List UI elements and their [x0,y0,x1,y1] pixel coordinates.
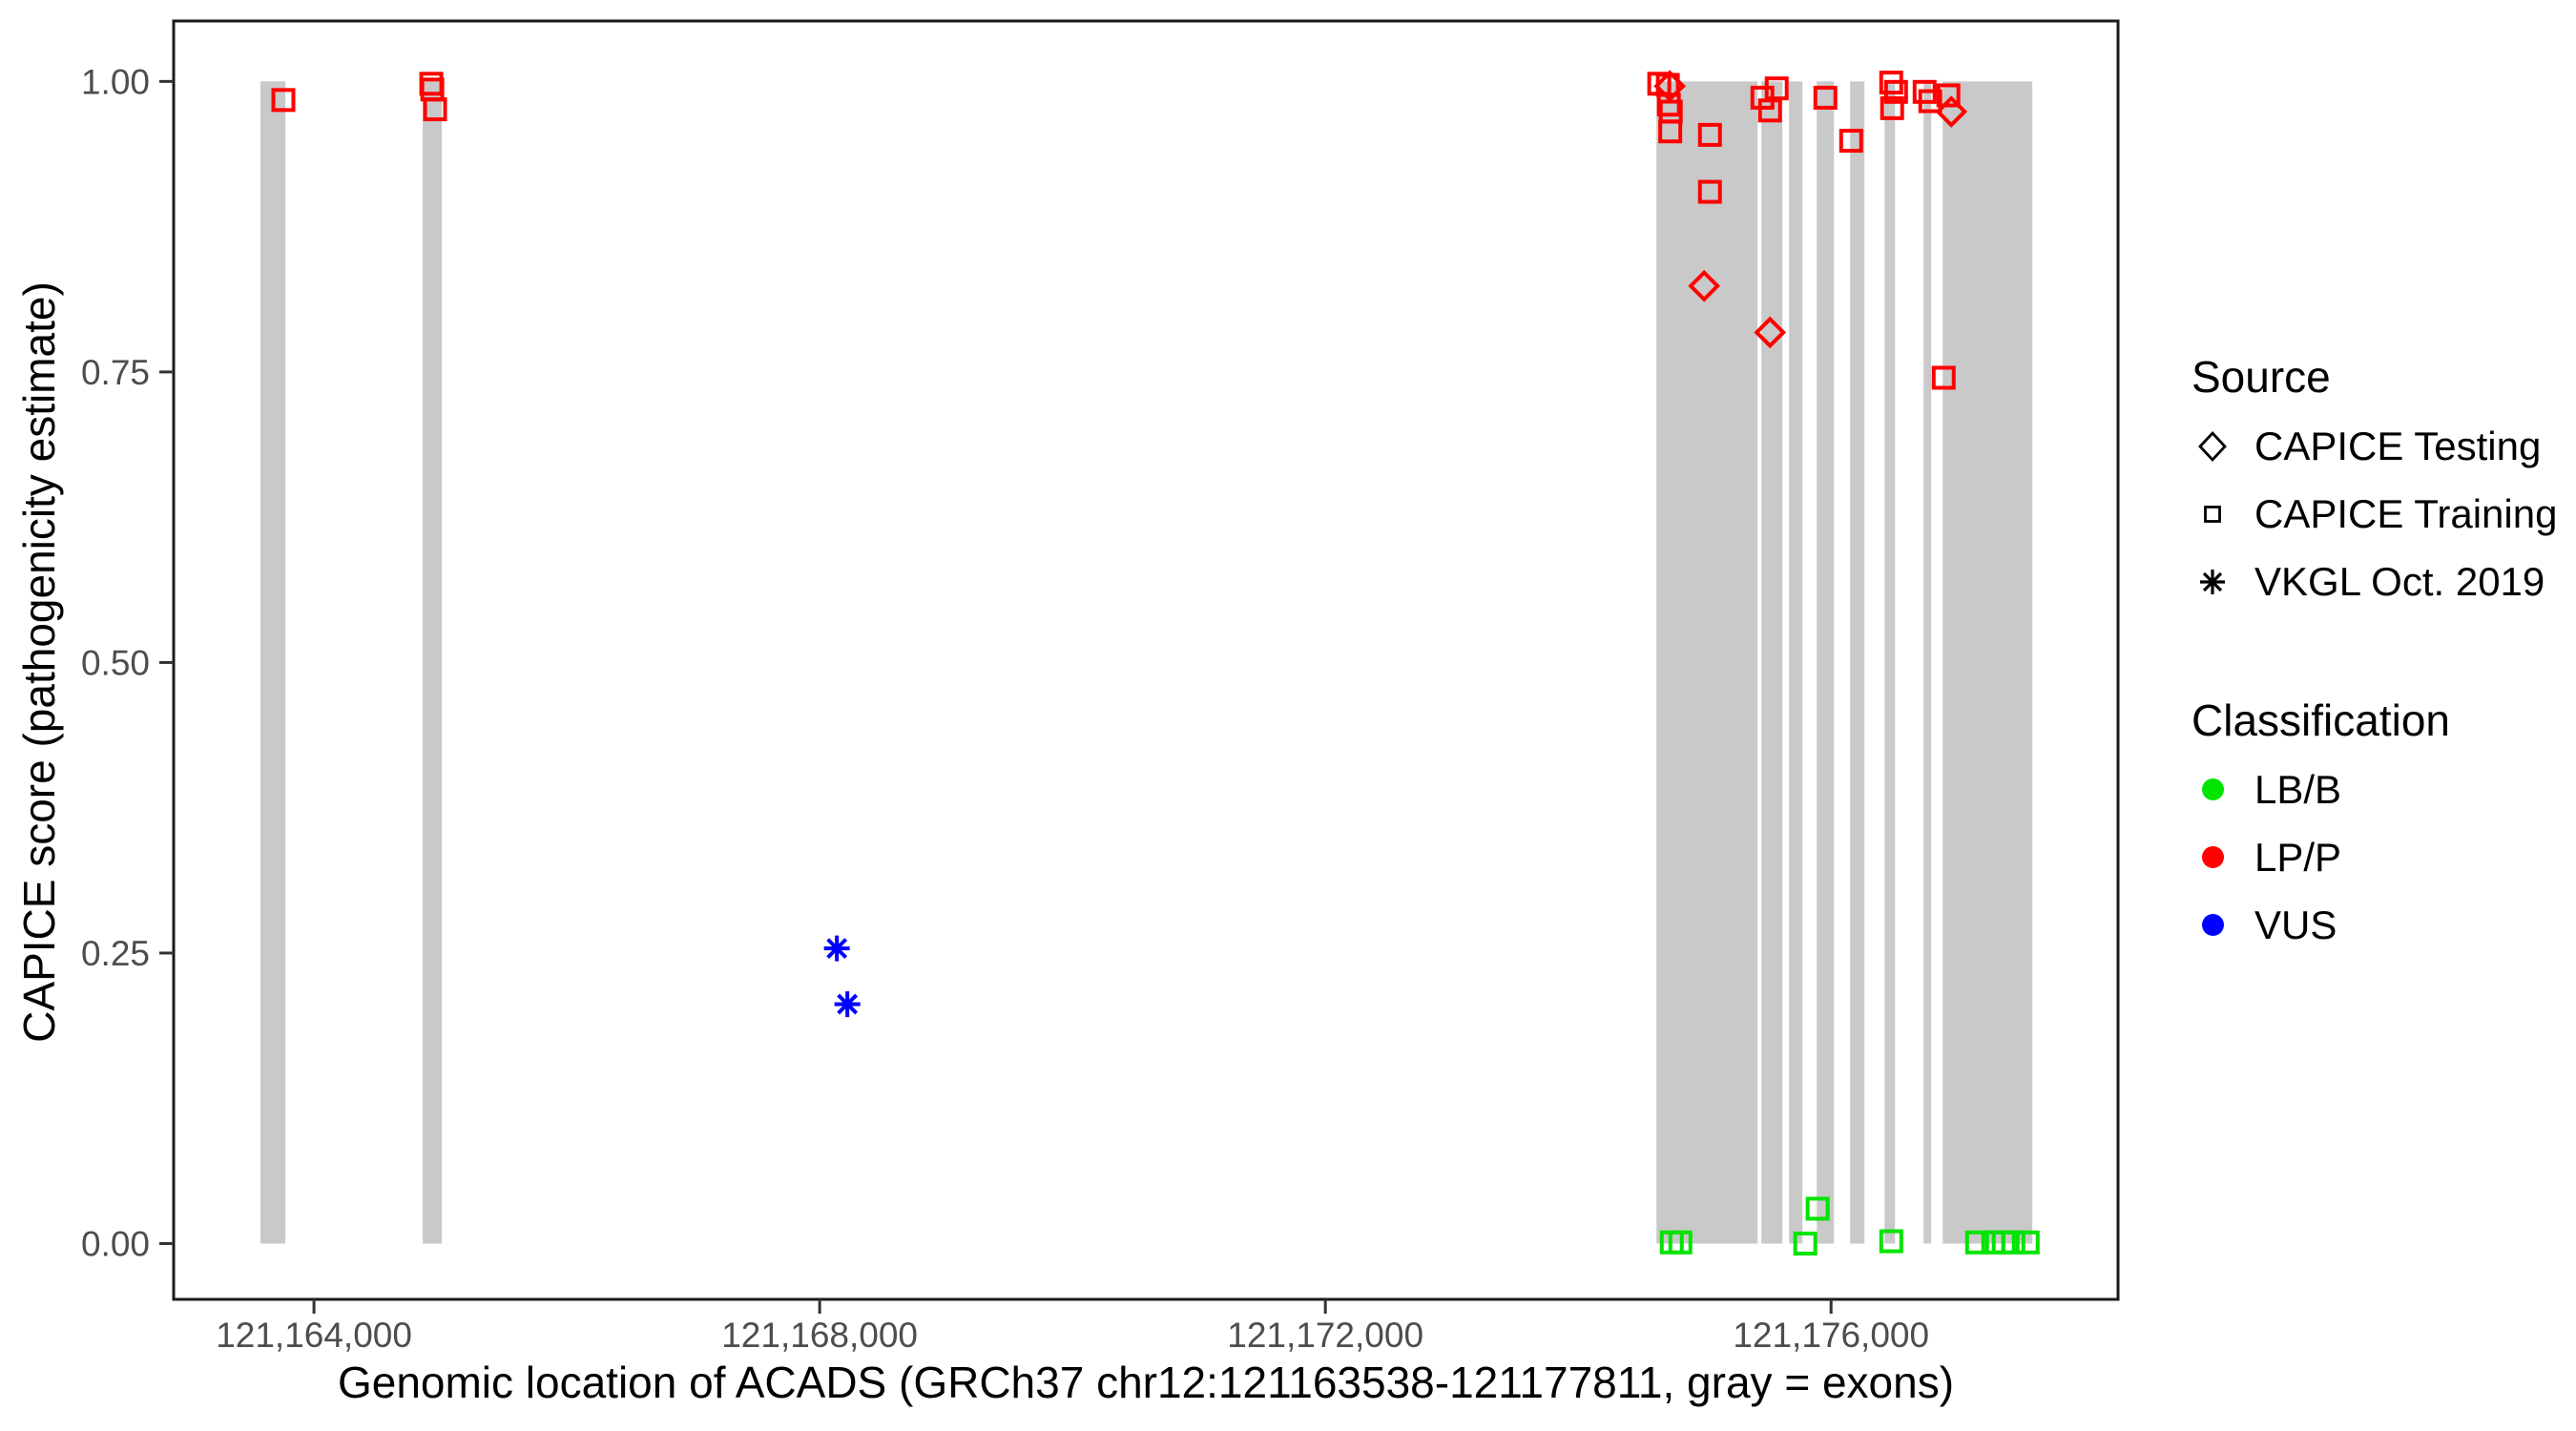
point-square-lpp [1931,365,1956,390]
source-legend-label-capice-training: CAPICE Training [2254,490,2558,536]
classification-legend-item-vus: VUS [2192,891,2450,959]
exon-bar [260,81,286,1244]
point-square-lpp [1757,98,1782,123]
x-axis-tick-label: 121,164,000 [216,1316,412,1355]
point-square-lpp [1764,76,1789,101]
x-axis-tick-label: 121,176,000 [1733,1316,1929,1355]
classification-legend-items: LB/B LP/P VUS [2192,756,2450,959]
exon-bar [1923,81,1932,1244]
y-axis-tick-label: 0.75 [81,353,150,392]
exon-bar [1942,81,2033,1244]
classification-legend-title: Classification [2192,695,2450,745]
point-square-lpp [271,88,296,113]
point-diamond-lpp [1754,316,1787,349]
classification-legend-label-lpp: LP/P [2254,834,2342,880]
exon-bar [423,81,443,1244]
point-square-lpp [1697,122,1722,147]
point-square-lpp [1658,119,1683,144]
y-axis-title: CAPICE score (pathogenicity estimate) [14,281,64,1043]
point-square-lbb [1668,1230,1693,1255]
point-asterisk-vus [834,991,861,1018]
point-square-lbb [2001,1230,2025,1255]
point-square-lbb [1805,1196,1830,1221]
point-square-lpp [1880,95,1904,120]
source-legend-title: Source [2192,352,2331,402]
source-legend-label-vkgl: VKGL Oct. 2019 [2254,558,2545,604]
y-axis-tick-label: 0.50 [81,643,150,682]
point-square-lpp [1936,83,1961,108]
point-square-lpp [1813,85,1838,110]
classification-legend-label-vus: VUS [2254,902,2337,947]
blue-dot-icon [2192,904,2233,946]
plot-border [172,19,2120,1301]
point-square-lbb [1879,1229,1903,1254]
diamond-icon [2192,425,2233,467]
classification-legend-item-lbb: LB/B [2192,756,2450,823]
point-square-lpp [1839,128,1863,153]
classification-legend: Classification LB/B LP/P VUS [2192,695,2450,959]
exon-bar [1656,81,1758,1244]
point-square-lbb [2015,1230,2040,1255]
point-square-lpp [1697,179,1722,204]
point-square-lpp [1918,89,1942,114]
source-legend-label-capice-testing: CAPICE Testing [2254,423,2542,468]
y-axis-tick-label: 0.00 [81,1225,150,1264]
classification-legend-item-lpp: LP/P [2192,823,2450,891]
x-axis-tick-label: 121,168,000 [721,1316,918,1355]
exon-bar [1761,81,1783,1244]
exon-bar [1850,81,1865,1244]
exon-bar [1817,81,1835,1244]
x-axis-tick-label: 121,172,000 [1227,1316,1423,1355]
x-axis-title: Genomic location of ACADS (GRCh37 chr12:… [337,1358,1955,1407]
square-icon [2192,493,2233,535]
green-dot-icon [2192,769,2233,811]
source-legend: Source CAPICE Testing CAPICE Training [2192,351,2557,615]
exon-bar [1789,81,1803,1244]
point-asterisk-vus [823,935,850,962]
source-legend-item-capice-testing: CAPICE Testing [2192,412,2557,480]
point-square-lbb [1964,1230,1989,1255]
point-square-lpp [423,97,447,122]
classification-legend-label-lbb: LB/B [2254,766,2342,812]
source-legend-item-capice-training: CAPICE Training [2192,480,2557,548]
point-square-lbb [1793,1232,1818,1256]
source-legend-item-vkgl: VKGL Oct. 2019 [2192,548,2557,615]
y-axis-tick-label: 0.25 [81,934,150,973]
asterisk-icon [2192,561,2233,603]
point-diamond-lpp [1688,269,1720,302]
y-axis-tick-label: 1.00 [81,62,150,101]
exon-bar [1884,81,1896,1244]
source-legend-items: CAPICE Testing CAPICE Training VKGL Oct.… [2192,412,2557,615]
red-dot-icon [2192,837,2233,879]
point-square-lpp [1883,79,1908,104]
